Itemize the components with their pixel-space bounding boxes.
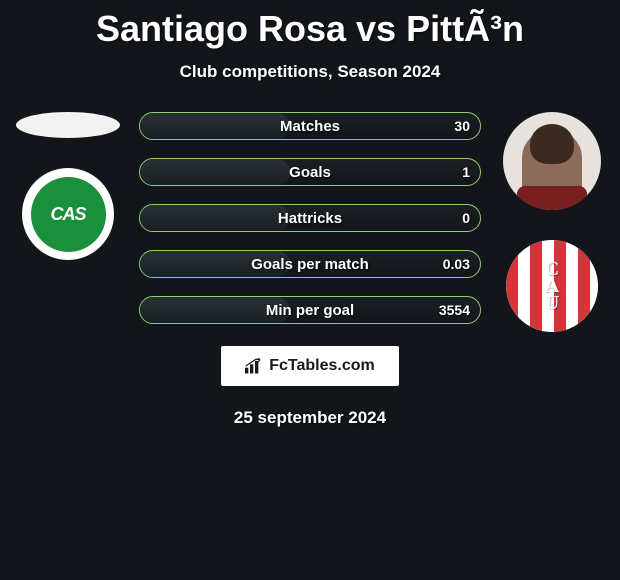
stat-label: Matches — [280, 118, 340, 135]
stat-row-goals-per-match: Goals per match 0.03 — [139, 250, 481, 278]
right-player-column: C A U — [492, 112, 612, 332]
stat-label: Goals — [289, 164, 331, 181]
stat-right-value: 3554 — [439, 302, 470, 318]
player-left-club-badge: CAS — [22, 168, 114, 260]
stats-list: Matches 30 Goals 1 Hattricks 0 Goals per… — [139, 112, 481, 324]
player-right-silhouette — [522, 130, 582, 210]
stat-right-value: 1 — [462, 164, 470, 180]
left-player-column: CAS — [8, 112, 128, 260]
page-title: Santiago Rosa vs PittÃ³n — [0, 0, 620, 50]
stat-label: Min per goal — [266, 302, 354, 319]
stat-row-matches: Matches 30 — [139, 112, 481, 140]
stat-row-hattricks: Hattricks 0 — [139, 204, 481, 232]
player-right-photo — [503, 112, 601, 210]
stat-fill — [140, 113, 290, 139]
subtitle: Club competitions, Season 2024 — [0, 62, 620, 82]
stat-right-value: 0 — [462, 210, 470, 226]
player-right-club-badge: C A U — [506, 240, 598, 332]
stat-right-value: 0.03 — [443, 256, 470, 272]
stat-fill — [140, 205, 290, 231]
stat-label: Goals per match — [251, 256, 369, 273]
club-left-initials: CAS — [31, 177, 106, 252]
brand-chart-icon — [245, 358, 265, 374]
stat-row-min-per-goal: Min per goal 3554 — [139, 296, 481, 324]
comparison-panel: CAS C A U Matches 30 Goals 1 — [0, 112, 620, 428]
stat-right-value: 30 — [454, 118, 470, 134]
player-left-photo — [16, 112, 120, 138]
club-right-initials: C A U — [506, 240, 598, 332]
date-text: 25 september 2024 — [0, 408, 620, 428]
stat-fill — [140, 159, 290, 185]
brand-box[interactable]: FcTables.com — [221, 346, 399, 386]
brand-text: FcTables.com — [269, 357, 375, 375]
stat-label: Hattricks — [278, 210, 342, 227]
stat-row-goals: Goals 1 — [139, 158, 481, 186]
